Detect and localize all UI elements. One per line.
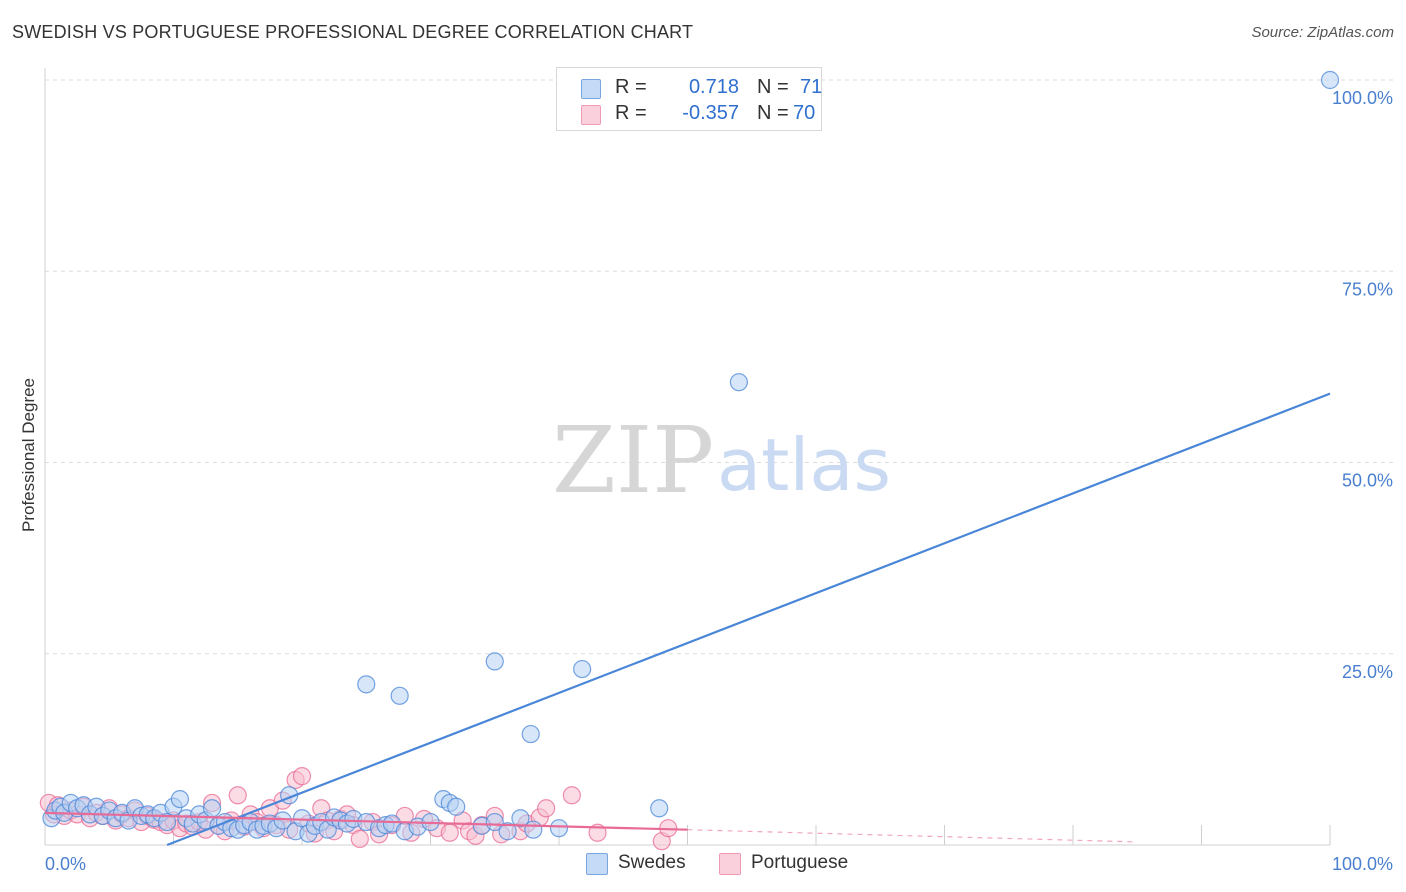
legend-r-value: 0.718 (688, 76, 739, 98)
y-tick-label: 75.0% (1342, 279, 1393, 299)
chart-title: SWEDISH VS PORTUGUESE PROFESSIONAL DEGRE… (12, 22, 694, 42)
swedes-point (521, 724, 540, 744)
legend-row-portuguese: R = -0.357 N = 70 (581, 102, 821, 128)
legend-n-value: 70 (793, 102, 816, 124)
swedes-point (390, 686, 409, 705)
portuguese-point (292, 767, 312, 786)
swedes-point (1320, 70, 1340, 90)
y-tick-label: 50.0% (1342, 471, 1393, 491)
swedes-point (729, 373, 749, 392)
x-tick-label: 100.0% (1332, 854, 1393, 874)
swedes-point (170, 789, 190, 809)
y-tick-label: 100.0% (1332, 88, 1393, 108)
portuguese-swatch (581, 105, 601, 125)
swedes-point (511, 809, 530, 828)
y-axis-label: Professional Degree (19, 378, 38, 532)
swedes-point (549, 819, 569, 838)
legend-item-portuguese[interactable]: Portuguese (719, 852, 869, 876)
legend-r-label: R = (615, 102, 647, 124)
legend-item-swedes[interactable]: Swedes (586, 852, 706, 876)
portuguese-trend-line (44, 811, 688, 831)
legend-r-value: -0.357 (682, 102, 739, 124)
swedes-point (498, 822, 517, 841)
swedes-point (447, 797, 466, 816)
y-tick-label: 25.0% (1342, 662, 1393, 682)
portuguese-trend-extension (687, 829, 1138, 843)
portuguese-swatch (719, 853, 741, 875)
watermark-zip: ZIP (552, 407, 714, 514)
legend-label: Swedes (618, 852, 686, 873)
correlation-legend: R = 0.718 N = 71 R = -0.357 N = 70 (556, 67, 822, 131)
legend-r-label: R = (615, 76, 647, 98)
swedes-point (157, 812, 177, 832)
legend-n-label: N = (757, 76, 789, 98)
portuguese-point (228, 786, 247, 805)
legend-row-swedes: R = 0.718 N = 71 (581, 76, 823, 102)
trend-lines (44, 392, 1331, 847)
portuguese-point (537, 799, 556, 818)
swedes-point (357, 675, 376, 694)
legend-n-value: 71 (800, 76, 823, 98)
source-label: Source: ZipAtlas.com (1251, 24, 1394, 41)
swedes-point (202, 799, 222, 818)
portuguese-point (350, 829, 369, 848)
portuguese-point (562, 786, 581, 805)
portuguese-point (440, 823, 459, 842)
data-points (39, 70, 1340, 851)
legend-n-label: N = (757, 102, 789, 124)
watermark-atlas: atlas (717, 423, 891, 507)
swedes-trend-line (166, 392, 1331, 847)
swedes-swatch (581, 79, 601, 99)
tick-labels: 25.0% 50.0% 75.0% 100.0% 0.0% 100.0% (45, 88, 1393, 874)
swedes-swatch (586, 853, 608, 875)
swedes-point (485, 652, 504, 671)
x-tick-label: 0.0% (45, 854, 86, 874)
swedes-point (573, 659, 592, 679)
gridlines (45, 79, 1395, 655)
swedes-point (273, 811, 292, 830)
legend-label: Portuguese (751, 852, 849, 873)
swedes-point (485, 812, 504, 832)
swedes-point (650, 799, 669, 818)
swedes-point (524, 820, 543, 839)
